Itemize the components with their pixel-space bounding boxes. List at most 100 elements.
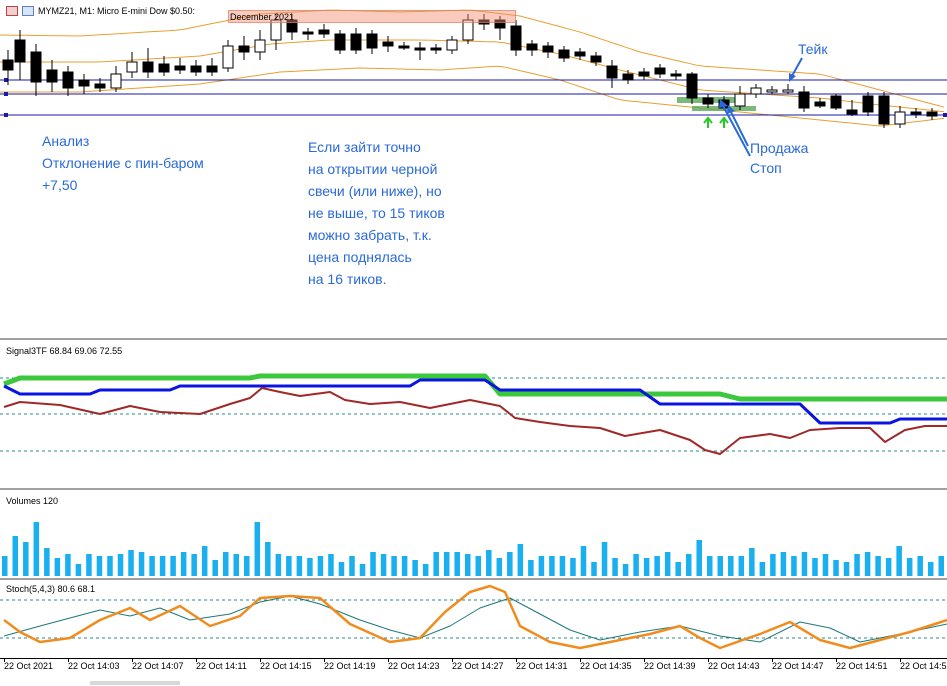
bear-candle: [702, 97, 714, 105]
volume-bar: [728, 556, 734, 576]
signal-indicator-pane[interactable]: Signal3TF 68.84 69.06 72.55: [0, 340, 947, 488]
price-chart-pane[interactable]: MYMZ21, M1: Micro E-mini Dow $0.50: Dece…: [0, 0, 947, 338]
volume-bar: [317, 556, 324, 576]
volume-bar: [517, 544, 524, 576]
stochastic-chart: [0, 584, 947, 650]
volume-bar: [749, 548, 755, 576]
bear-candle: [14, 39, 26, 63]
bear-candle: [398, 45, 410, 49]
volume-bar: [885, 558, 892, 576]
volume-bar: [401, 556, 408, 576]
volume-bar: [875, 556, 881, 576]
pane-separator[interactable]: [0, 578, 947, 580]
bull-candle: [750, 87, 762, 95]
bear-candle: [334, 33, 346, 51]
bull-candle: [254, 39, 266, 53]
volume-bar: [528, 560, 534, 576]
volume-bar: [717, 556, 724, 576]
bear-candle: [590, 55, 602, 63]
volume-bar: [265, 542, 271, 576]
signal-green-line: [3, 373, 947, 402]
volume-bar: [454, 552, 460, 576]
bear-candle: [622, 73, 634, 81]
volume-bar: [864, 552, 871, 576]
bear-candle: [78, 79, 90, 87]
bear-candle: [30, 51, 42, 83]
time-axis-tick-label: 22 Oct 14:31: [516, 661, 568, 671]
volumes-label: Volumes 120: [6, 496, 59, 506]
time-axis-tick-label: 22 Oct 14:35: [580, 661, 632, 671]
time-axis-tick: [196, 658, 197, 662]
bear-candle: [558, 49, 570, 59]
stop-label: Стоп: [750, 160, 782, 176]
horizontal-scrollbar[interactable]: [90, 681, 180, 685]
signal-indicator-label: Signal3TF 68.84 69.06 72.55: [6, 346, 123, 356]
time-axis-tick-label: 22 Oct 2021: [4, 661, 54, 671]
pane-separator[interactable]: [0, 338, 947, 340]
price-level-marker: [4, 92, 8, 96]
bear-candle: [286, 19, 298, 33]
bear-candle: [158, 63, 170, 73]
bear-candle: [878, 95, 890, 125]
bull-candle: [462, 19, 474, 41]
volume-bar: [244, 556, 250, 576]
bear-candle: [814, 101, 826, 107]
sell-arrow: [721, 103, 751, 157]
bear-candle: [846, 109, 858, 115]
time-axis-tick-label: 22 Oct 14:15: [260, 661, 312, 671]
pane-separator[interactable]: [0, 488, 947, 490]
stochastic-pane[interactable]: Stoch(5,4,3) 80.6 68.1: [0, 580, 947, 658]
stop-arrowhead: [727, 105, 735, 114]
volume-bar: [475, 556, 482, 576]
volume-bar: [391, 556, 397, 576]
bear-candle: [238, 45, 250, 53]
time-axis-tick: [772, 658, 773, 662]
signal-red-line: [3, 387, 947, 455]
volume-bar: [23, 542, 29, 576]
bear-candle: [798, 91, 810, 109]
chart-window-icon[interactable]: [6, 6, 18, 16]
bear-candle: [414, 47, 426, 51]
chart-title-bar: MYMZ21, M1: Micro E-mini Dow $0.50:: [6, 6, 195, 16]
take-profit-label: Тейк: [798, 41, 828, 57]
time-axis-tick: [580, 658, 581, 662]
volume-bar: [801, 552, 808, 576]
signal-indicator-chart: [0, 373, 947, 455]
volumes-pane[interactable]: Volumes 120: [0, 490, 947, 578]
stoch-main-line: [3, 584, 947, 650]
bear-candle: [190, 65, 202, 73]
bear-candle: [686, 73, 698, 99]
volume-bar: [307, 558, 313, 576]
volume-bar: [370, 552, 376, 576]
volume-bar: [286, 556, 292, 576]
stop-arrow: [729, 109, 749, 147]
time-axis-tick-label: 22 Oct 14:23: [388, 661, 440, 671]
volume-bar: [44, 548, 50, 576]
bear-candle: [46, 69, 58, 83]
price-level-marker: [943, 113, 947, 117]
time-axis-tick: [452, 658, 453, 662]
bear-candle: [510, 25, 522, 51]
volume-bar: [706, 556, 713, 576]
volume-bar: [833, 560, 839, 576]
volume-bar: [643, 558, 650, 576]
bear-candle: [366, 33, 378, 49]
buy-signal-arrowhead: [719, 116, 729, 124]
time-axis-tick: [388, 658, 389, 662]
bear-candle: [318, 29, 330, 35]
volume-bar: [738, 556, 745, 576]
chart-type-icon[interactable]: [22, 6, 34, 16]
volume-bar: [822, 554, 829, 576]
bear-candle: [142, 61, 154, 73]
take-arrow: [791, 57, 803, 77]
bear-candle: [302, 31, 314, 35]
volume-bar: [86, 554, 92, 576]
bull-candle: [894, 111, 906, 125]
volume-bar: [107, 556, 113, 576]
bear-candle: [606, 65, 618, 79]
bear-candle: [574, 51, 586, 57]
bull-candle: [270, 19, 282, 41]
bear-candle: [94, 83, 106, 89]
volume-bar: [927, 562, 934, 576]
volume-bar: [591, 562, 597, 576]
